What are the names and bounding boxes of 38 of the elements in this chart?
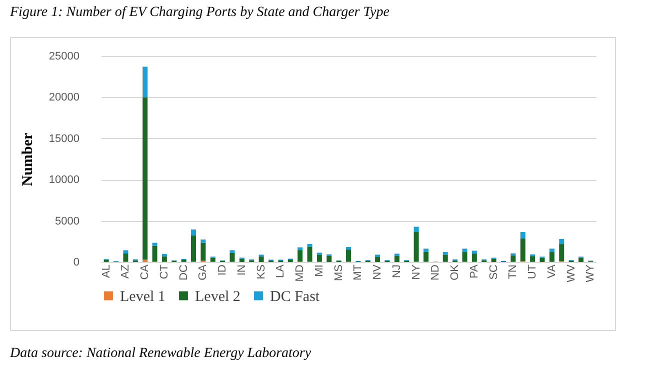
x-tick-label: IN [236, 264, 248, 276]
y-tick-label: 25000 [48, 50, 80, 62]
x-tick-label: GA [197, 264, 210, 280]
x-tick-label: PA [468, 264, 480, 278]
x-tick-label: NY [410, 264, 422, 280]
y-axis-title: Number [20, 132, 36, 186]
x-tick-label: CT [158, 264, 170, 280]
x-tick-label: VA [546, 264, 558, 278]
x-tick-label: WV [565, 264, 578, 282]
y-tick-label: 15000 [48, 132, 80, 145]
x-tick-label: MT [352, 264, 364, 280]
x-tick-label: CA [139, 264, 152, 280]
x-tick-label: WY [584, 264, 597, 282]
x-tick-label: MD [294, 264, 306, 282]
source-note: Data source: National Renewable Energy Laboratory [10, 346, 312, 362]
x-tick-label: LA [274, 264, 287, 278]
legend-label: DC Fast [270, 288, 320, 305]
x-tick-label: MS [332, 264, 345, 281]
x-tick-label: NJ [390, 264, 403, 278]
y-tick-label: 0 [73, 256, 80, 268]
x-tick-label: DC [178, 264, 190, 280]
x-tick-label: KS [255, 264, 268, 280]
x-tick-label: OK [449, 264, 462, 280]
x-tick-label: SC [488, 264, 500, 280]
x-tick-label: ND [430, 264, 442, 280]
x-tick-label: ID [216, 264, 229, 276]
x-tick-label: UT [526, 264, 539, 280]
legend-label: Level 1 [120, 288, 166, 305]
x-tick-label: MI [313, 264, 326, 277]
y-tick-label: 20000 [48, 92, 80, 104]
x-tick-label: TN [507, 264, 520, 280]
x-tick-label: AZ [120, 264, 132, 279]
chart-title: Figure 1: Number of EV Charging Ports by State and Charger Type [10, 5, 390, 21]
x-tick-label: AL [100, 264, 112, 278]
x-tick-label: NV [372, 264, 384, 280]
y-tick-label: 5000 [55, 215, 80, 228]
y-tick-label: 10000 [48, 174, 80, 186]
legend-label: Level 2 [195, 288, 240, 305]
